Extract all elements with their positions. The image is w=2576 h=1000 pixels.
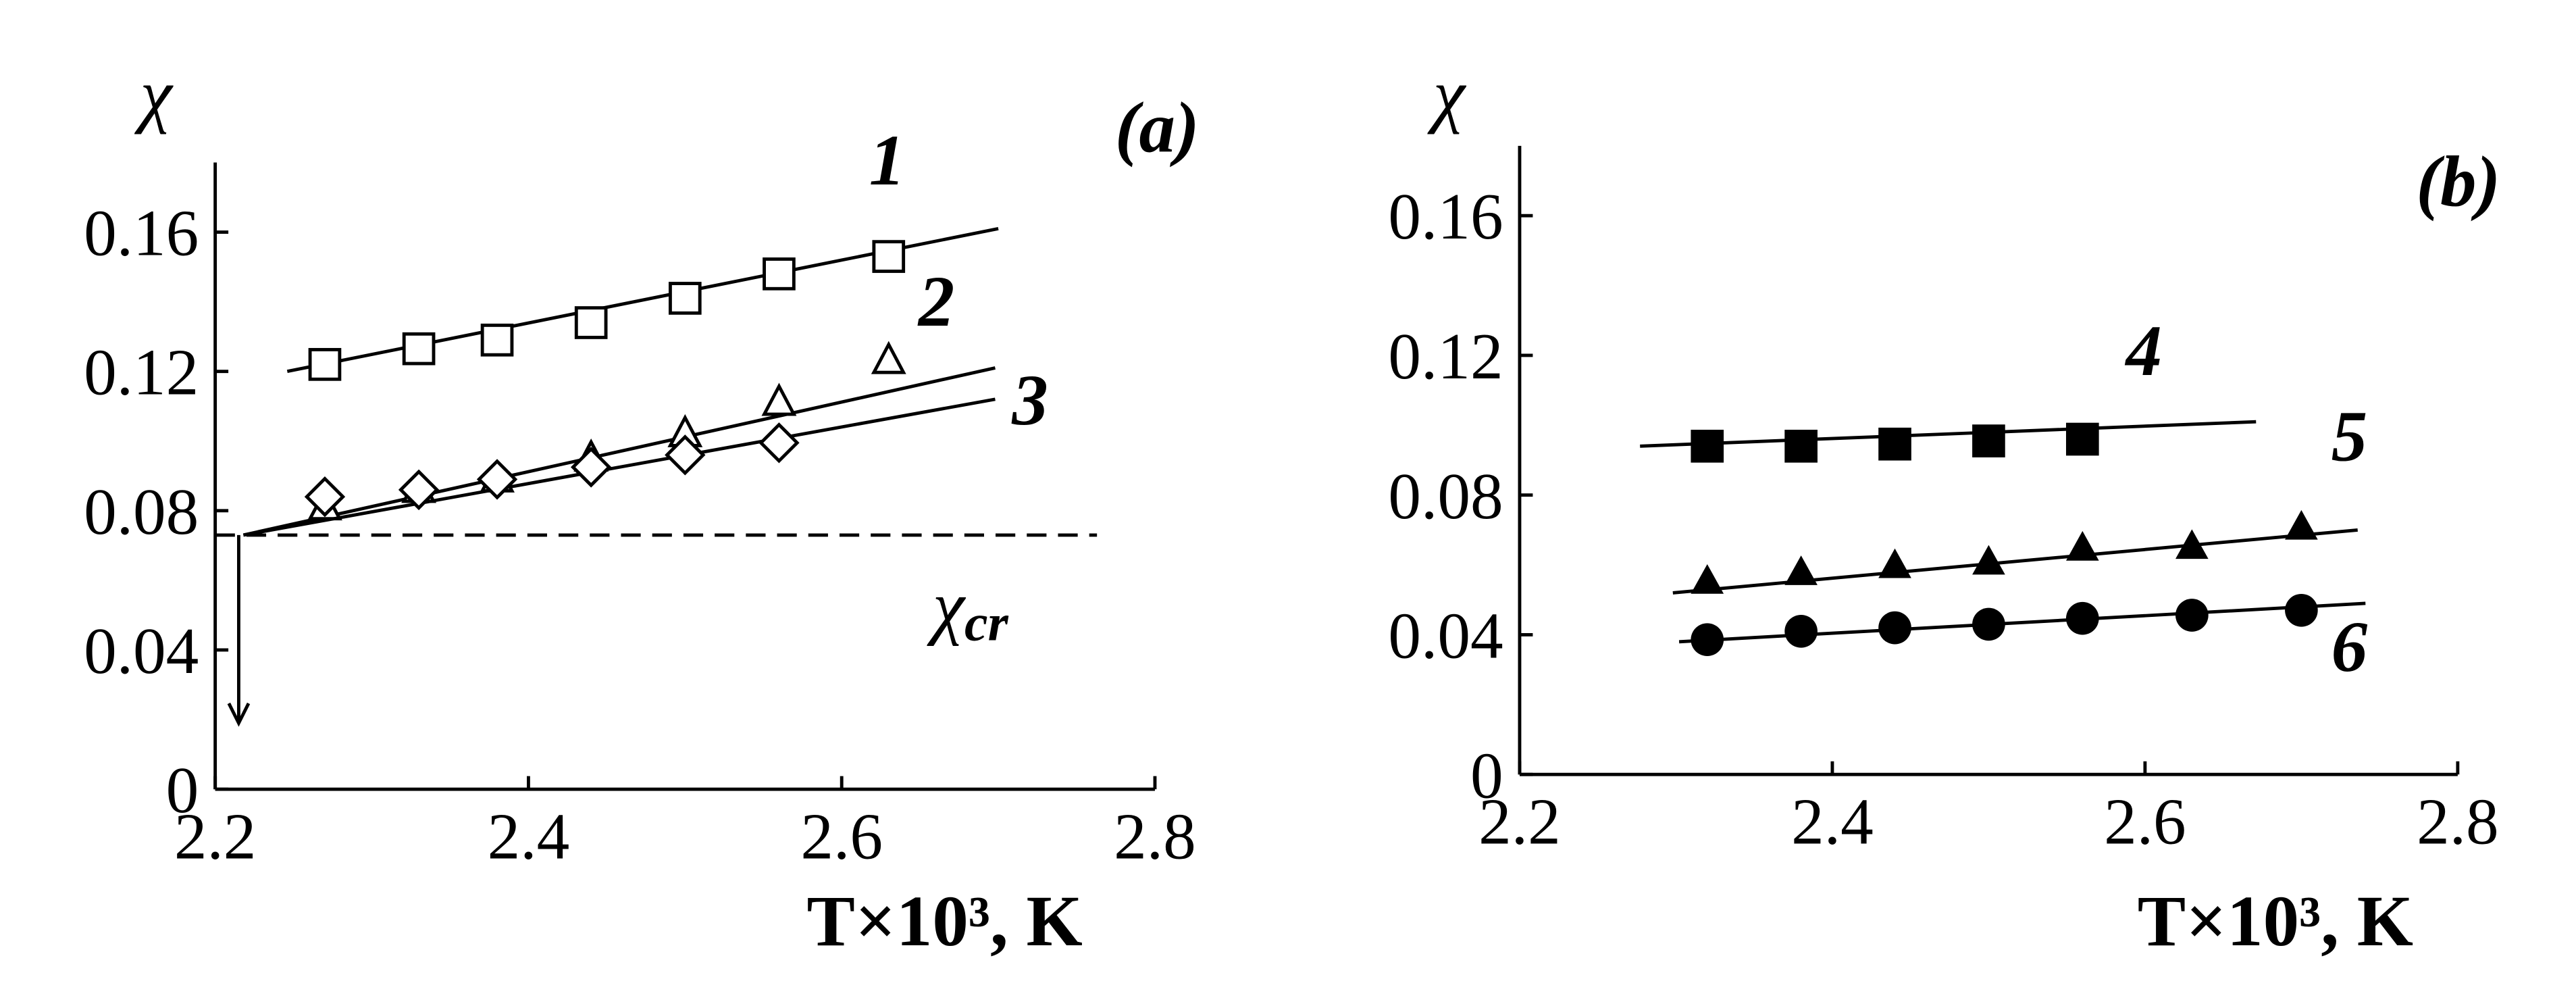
- arrow-head: [227, 702, 251, 727]
- marker: [2065, 601, 2099, 635]
- y-tick-label: 0.16: [1388, 180, 1503, 253]
- x-tick-label: 2.4: [1791, 785, 1874, 858]
- marker: [1972, 424, 2005, 457]
- series-label: 4: [2125, 311, 2163, 391]
- marker: [1972, 545, 2005, 575]
- marker: [1691, 623, 1724, 657]
- marker: [2175, 599, 2209, 632]
- reference-label-symbol: χ: [927, 567, 967, 647]
- x-tick-label: 2.6: [800, 800, 883, 873]
- marker: [574, 306, 608, 339]
- marker: [2285, 593, 2318, 627]
- y-tick-label: 0.04: [1388, 600, 1503, 673]
- fit-line: [242, 397, 996, 537]
- marker: [570, 447, 612, 488]
- marker: [476, 459, 518, 500]
- y-tick-label: 0.08: [84, 476, 199, 549]
- y-tick-label: 0.12: [84, 336, 199, 409]
- marker: [304, 476, 346, 518]
- marker: [763, 257, 796, 291]
- chart-title: (b): [2416, 143, 2500, 222]
- series: [1691, 422, 2099, 463]
- reference-label-sub: cr: [964, 594, 1009, 652]
- x-tick-label: 2.4: [488, 800, 570, 873]
- marker: [1784, 555, 1818, 585]
- marker: [1691, 430, 1724, 463]
- y-tick-label: 0.12: [1388, 320, 1503, 393]
- marker: [480, 323, 514, 357]
- marker: [1878, 427, 1911, 461]
- x-axis-label: T×10³, K: [2138, 882, 2413, 961]
- marker: [1878, 611, 1911, 645]
- marker: [1691, 564, 1724, 594]
- x-axis-label: T×10³, K: [807, 882, 1083, 961]
- series-label: 1: [869, 121, 906, 201]
- fit-line: [1640, 420, 2257, 448]
- marker: [668, 282, 702, 315]
- marker: [761, 382, 797, 416]
- marker: [871, 341, 906, 374]
- fit-line: [242, 366, 996, 537]
- x-tick-label: 2.8: [1114, 800, 1196, 873]
- chart-title: (a): [1115, 88, 1200, 168]
- marker: [1878, 548, 1911, 578]
- x-tick-label: 2.2: [174, 800, 257, 873]
- fit-line: [1672, 528, 2358, 595]
- marker: [2065, 422, 2099, 456]
- y-tick-label: 0: [1470, 739, 1503, 812]
- marker: [1784, 430, 1818, 463]
- y-axis-label: χ: [1427, 55, 1467, 135]
- series-label: 3: [1011, 361, 1048, 441]
- x-tick-label: 2.6: [2104, 785, 2186, 858]
- marker: [2175, 529, 2209, 559]
- series: [1691, 509, 2318, 594]
- marker: [2065, 530, 2099, 561]
- series: [1691, 593, 2318, 657]
- x-tick-label: 2.8: [2417, 785, 2499, 858]
- marker: [308, 348, 342, 381]
- series: [308, 240, 906, 381]
- marker: [872, 240, 906, 273]
- marker: [758, 422, 800, 464]
- marker: [2285, 509, 2318, 540]
- marker: [1972, 607, 2005, 641]
- y-tick-label: 0.08: [1388, 460, 1503, 533]
- series: [304, 422, 800, 518]
- marker: [665, 434, 706, 476]
- reference-label: χcr: [927, 567, 1009, 652]
- series-label: 6: [2332, 607, 2368, 687]
- y-tick-label: 0: [166, 754, 199, 827]
- marker: [398, 469, 440, 511]
- y-axis-label: χ: [134, 55, 174, 135]
- series-label: 5: [2332, 397, 2368, 477]
- y-tick-label: 0.16: [84, 197, 199, 270]
- marker: [1784, 614, 1818, 648]
- series-label: 2: [917, 262, 955, 342]
- fit-line: [1678, 601, 2366, 644]
- marker: [402, 332, 436, 366]
- y-tick-label: 0.04: [84, 615, 199, 688]
- x-tick-label: 2.2: [1478, 785, 1561, 858]
